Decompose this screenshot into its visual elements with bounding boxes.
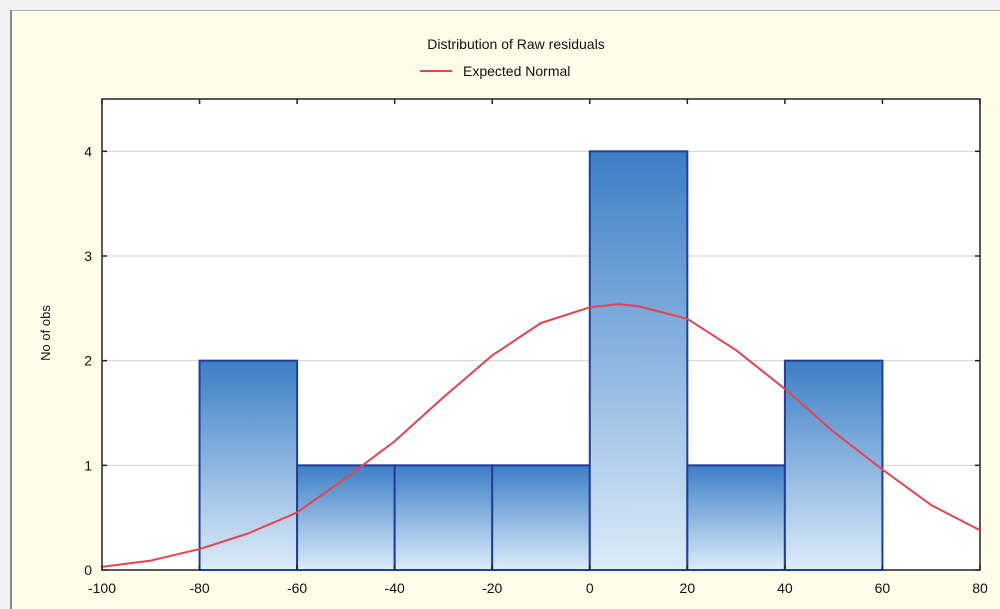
- y-tick-label: 1: [84, 457, 92, 473]
- y-tick-label: 3: [84, 248, 92, 264]
- histogram-bar: [395, 465, 493, 570]
- x-tick-label: 80: [972, 580, 988, 596]
- histogram-bar: [785, 361, 883, 570]
- x-tick-label: -60: [287, 580, 307, 596]
- histogram-chart: Distribution of Raw residuals Expected N…: [12, 11, 1000, 609]
- y-tick-label: 0: [84, 562, 92, 578]
- x-tick-label: 40: [777, 580, 793, 596]
- histogram-bar: [297, 465, 395, 570]
- x-tick-labels: -100 -80 -60 -40 -20 0 20 40 60 80: [88, 580, 988, 596]
- chart-frame: Distribution of Raw residuals Expected N…: [10, 10, 1000, 609]
- y-tick-label: 4: [84, 143, 92, 159]
- legend: Expected Normal: [420, 63, 570, 79]
- x-tick-label: -100: [88, 580, 116, 596]
- y-tick-label: 2: [84, 353, 92, 369]
- x-tick-label: -20: [482, 580, 502, 596]
- histogram-bar: [200, 361, 298, 570]
- histogram-bar: [590, 151, 688, 570]
- x-tick-label: 60: [875, 580, 891, 596]
- histogram-bar: [492, 465, 590, 570]
- chart-title: Distribution of Raw residuals: [427, 36, 604, 52]
- x-tick-label: -80: [189, 580, 209, 596]
- y-axis-label: No of obs: [38, 305, 53, 361]
- histogram-bar: [687, 465, 785, 570]
- y-tick-labels: 0 1 2 3 4: [84, 143, 92, 578]
- x-tick-label: 20: [680, 580, 696, 596]
- x-tick-label: 0: [586, 580, 594, 596]
- legend-label: Expected Normal: [463, 63, 570, 79]
- x-tick-label: -40: [385, 580, 405, 596]
